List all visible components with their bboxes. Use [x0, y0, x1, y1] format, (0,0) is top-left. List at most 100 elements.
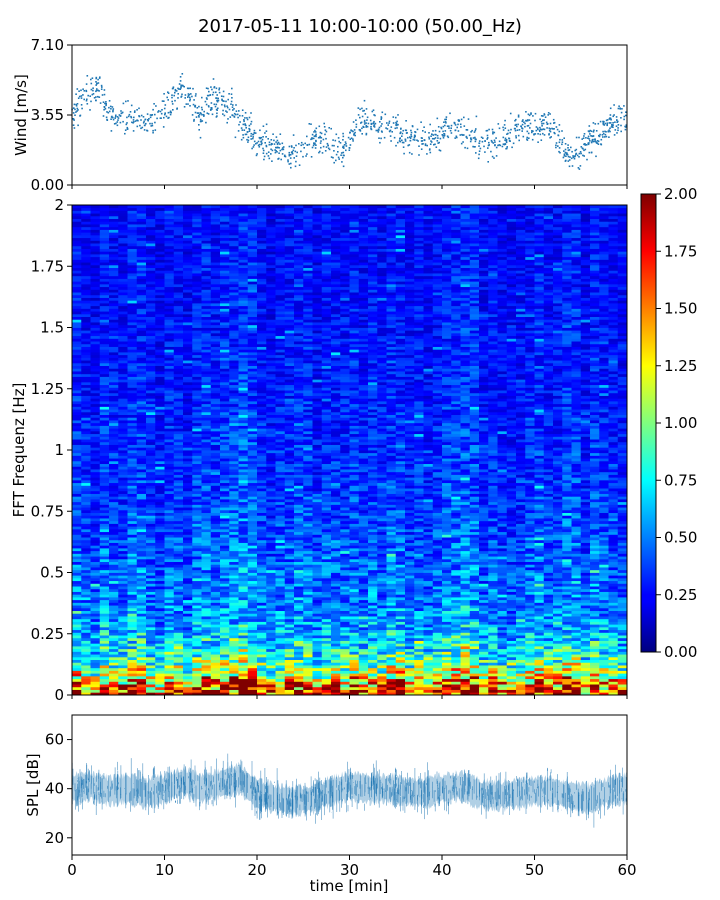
spectrogram-cell — [571, 550, 582, 554]
spectrogram-cell — [192, 580, 202, 584]
spectrogram-cell — [525, 646, 535, 650]
wind-point — [311, 138, 313, 140]
spectrogram-cell — [146, 656, 156, 661]
spectrogram-cell — [275, 635, 286, 639]
wind-point — [584, 148, 587, 151]
spectrogram-cell — [395, 613, 406, 617]
spectrogram-cell — [488, 686, 498, 690]
wind-point — [488, 141, 490, 144]
spectrogram-cell — [432, 637, 443, 641]
spectrogram-cell — [479, 572, 489, 576]
wind-point — [474, 136, 476, 139]
spectrogram-cell — [220, 675, 230, 680]
spectrogram-cell — [173, 580, 184, 584]
wind-point — [215, 97, 218, 99]
spectrogram-cell — [405, 545, 415, 549]
spectrogram-cell — [118, 534, 128, 538]
spectrogram-cell — [303, 583, 313, 587]
spectrogram-cell — [377, 599, 387, 603]
wind-point — [474, 129, 477, 132]
spectrogram-cell — [368, 621, 378, 625]
spectrogram-cell — [201, 599, 212, 603]
spectrogram-cell — [81, 545, 91, 549]
spectrogram-cell — [164, 673, 175, 677]
spectrogram-cell — [81, 572, 91, 576]
spectrogram-cell — [368, 632, 378, 636]
spectrogram-cell — [81, 564, 91, 568]
spectrogram-cell — [349, 542, 360, 546]
spectrogram-cell — [590, 624, 600, 628]
wind-point — [404, 129, 407, 131]
spectrogram-cell — [608, 616, 619, 620]
spectrogram-cell — [617, 602, 628, 606]
spectrogram-cell — [321, 629, 332, 633]
spectrogram-cell — [534, 586, 545, 590]
spectrogram-cell — [395, 558, 406, 563]
wind-point — [193, 118, 195, 121]
spectrogram-cell — [257, 681, 267, 685]
spectrogram-cell — [340, 670, 350, 674]
spectrogram-cell — [386, 635, 397, 639]
spectrogram-cell — [553, 610, 563, 614]
spectrogram-cell — [312, 626, 323, 631]
spectrogram-cell — [192, 539, 202, 543]
spectrogram-cell — [525, 686, 535, 690]
spectrogram-cell — [590, 564, 600, 568]
spectrogram-cell — [516, 675, 526, 680]
wind-point — [495, 146, 498, 149]
spectrogram-cell — [349, 673, 360, 677]
spectrogram-cell — [599, 654, 609, 658]
spectrogram-cell — [386, 539, 397, 543]
spectrogram-cell — [136, 621, 147, 625]
wind-point — [90, 100, 92, 103]
spectrogram-cell — [395, 667, 406, 671]
spectrogram-cell — [229, 632, 239, 636]
spectrogram-cell — [497, 561, 508, 565]
wind-point — [167, 99, 169, 101]
spectrogram-cell — [497, 624, 508, 628]
spectrogram-cell — [395, 646, 406, 650]
spectrogram-cell — [377, 621, 387, 625]
spectrogram-cell — [275, 678, 286, 682]
spectrogram-cell — [562, 580, 572, 584]
spectrogram-cell — [516, 678, 526, 682]
spectrogram-cell — [266, 586, 276, 590]
spectrogram-cell — [266, 569, 276, 573]
spectrogram-cell — [451, 572, 461, 576]
wind-point — [534, 112, 537, 115]
spectrogram-cell — [331, 662, 341, 666]
spectrogram-cell — [127, 667, 138, 671]
wind-point — [179, 88, 182, 90]
spectrogram-cell — [580, 567, 591, 571]
wind-point — [230, 103, 232, 105]
spectrogram-cell — [192, 550, 202, 554]
wind-point — [185, 103, 188, 105]
spectrogram-cell — [247, 651, 258, 655]
wind-point — [315, 127, 318, 130]
spectrogram-cell — [294, 542, 304, 546]
spectrogram-cell — [331, 550, 341, 554]
wind-point — [115, 122, 117, 125]
wind-point — [380, 117, 383, 119]
wind-point — [370, 123, 373, 126]
spectrogram-cell — [553, 640, 563, 644]
spectrogram-cell — [72, 686, 82, 690]
wind-point — [181, 73, 184, 75]
spectrogram-cell — [118, 556, 128, 560]
spectrogram-cell — [238, 654, 249, 658]
spectrogram-cell — [534, 548, 545, 552]
spectrogram-cell — [488, 556, 498, 560]
wind-point — [174, 88, 177, 91]
wind-point — [527, 113, 530, 116]
spectrogram-cell — [146, 635, 156, 639]
wind-point — [86, 98, 88, 101]
spectrogram-cell — [210, 577, 221, 582]
spectrogram-cell — [451, 545, 461, 549]
spectrogram-cell — [358, 594, 369, 598]
spectrogram-cell — [303, 610, 313, 614]
spectrogram-cell — [516, 539, 526, 543]
spectrogram-cell — [451, 605, 461, 609]
wind-point — [404, 140, 407, 142]
wind-point — [445, 122, 447, 124]
spectrogram-cell — [497, 610, 508, 614]
